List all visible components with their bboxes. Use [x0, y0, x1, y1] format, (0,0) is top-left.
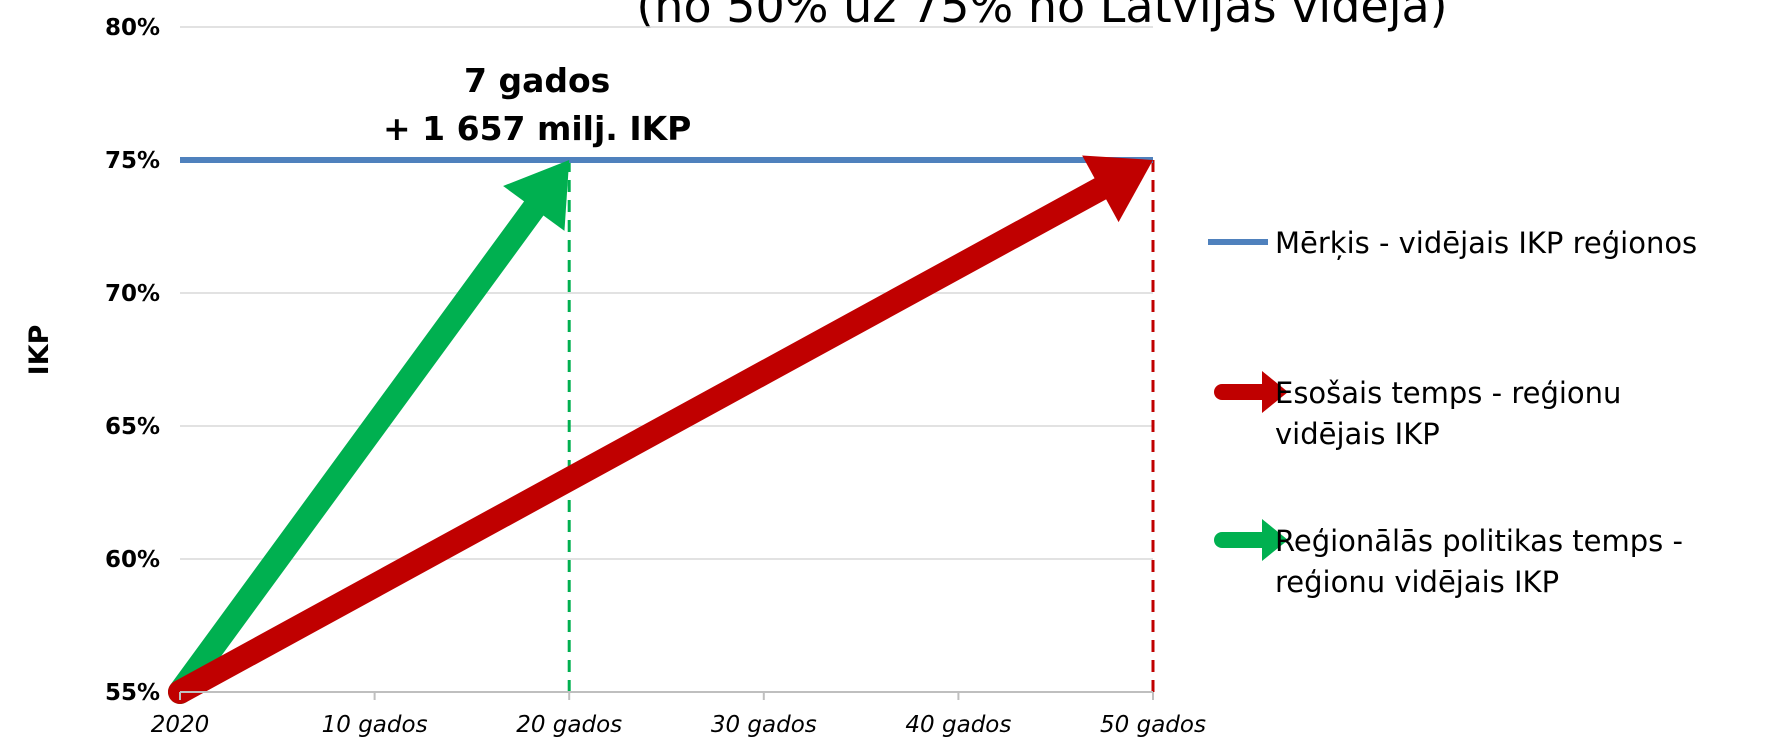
- legend-arrow-marker-head: [1262, 371, 1288, 413]
- x-tick-label: 20 gados: [516, 712, 622, 738]
- y-tick-label: 80%: [105, 15, 160, 41]
- series-arrow-current-shaft: [168, 175, 1115, 704]
- series-arrow-policy-shaft: [168, 194, 547, 704]
- legend: Mērķis - vidējais IKP reģionos Esošais te…: [1208, 226, 1697, 599]
- series-layer: [168, 155, 1153, 704]
- legend-entry: Reģionālās politikas temps - reģionu vidē…: [1214, 519, 1683, 599]
- legend-text: Mērķis - vidējais IKP reģionos: [1275, 226, 1697, 260]
- x-tick-label: 40 gados: [905, 712, 1011, 738]
- annotation-line: + 1 657 milj. IKP: [383, 109, 691, 148]
- series-arrow-current: [168, 155, 1153, 704]
- x-tick-label: 30 gados: [711, 712, 817, 738]
- series-arrow-current-head: [1082, 155, 1153, 223]
- y-tick-label: 75%: [105, 148, 160, 174]
- y-tick-label: 55%: [105, 680, 160, 706]
- legend-text: vidējais IKP: [1275, 417, 1440, 451]
- chart-title: (no 50% uz 75% no Latvijas vidējā): [636, 0, 1447, 33]
- x-tick-label: 10 gados: [322, 712, 428, 738]
- x-tick-label: 2020: [151, 712, 210, 738]
- legend-arrow-marker: [1214, 519, 1288, 561]
- y-axis: 55% 60% 65% 70% 75% 80%: [105, 15, 160, 706]
- series-arrow-policy-head: [503, 160, 570, 231]
- y-tick-label: 65%: [105, 414, 160, 440]
- series-arrow-policy: [168, 160, 570, 704]
- annotation: 7 gados + 1 657 milj. IKP: [383, 61, 691, 148]
- x-tick-label: 50 gados: [1100, 712, 1206, 738]
- y-tick-label: 60%: [105, 547, 160, 573]
- reference-lines: [567, 160, 1155, 692]
- legend-arrow-marker: [1214, 371, 1288, 413]
- legend-entry: Esošais temps - reģionu vidējais IKP: [1214, 371, 1621, 451]
- y-tick-label: 70%: [105, 281, 160, 307]
- legend-text: Esošais temps - reģionu: [1275, 376, 1621, 410]
- legend-text: reģionu vidējais IKP: [1275, 565, 1559, 599]
- legend-entry: Mērķis - vidējais IKP reģionos: [1208, 226, 1697, 260]
- annotation-line: 7 gados: [464, 61, 610, 100]
- legend-arrow-marker-head: [1262, 519, 1288, 561]
- legend-text: Reģionālās politikas temps -: [1275, 524, 1683, 558]
- x-axis: 2020 10 gados 20 gados 30 gados 40 gados 50 g…: [151, 691, 1206, 738]
- y-axis-label: IKP: [24, 325, 55, 376]
